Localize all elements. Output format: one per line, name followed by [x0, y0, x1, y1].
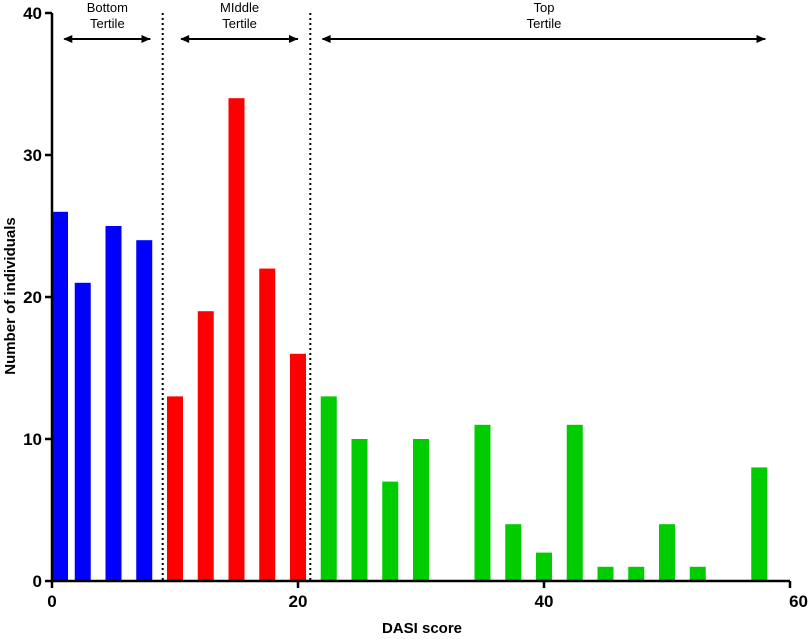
- bar-s1-3: [259, 268, 276, 581]
- tertile-label-line2-0: Tertile: [90, 16, 125, 31]
- tertile-label-line2-2: Tertile: [527, 16, 562, 31]
- y-tick-label-0: 0: [33, 572, 42, 591]
- bar-s2-0: [320, 396, 337, 581]
- tertile-label-line1-1: MIddle: [220, 0, 259, 15]
- bar-s0-0: [52, 211, 68, 582]
- bars-group: [52, 98, 768, 582]
- y-tick-label-1: 10: [23, 430, 42, 449]
- x-tick-label-2: 40: [535, 592, 554, 611]
- x-tick-label-1: 20: [289, 592, 308, 611]
- bar-s2-3: [413, 439, 429, 581]
- y-tick-label-3: 30: [23, 146, 42, 165]
- bar-s2-1: [351, 439, 368, 581]
- y-axis-title: Number of individuals: [2, 217, 19, 375]
- y-tick-label-4: 40: [23, 4, 42, 23]
- bar-s1-0: [167, 396, 183, 581]
- x-axis-title: DASI score: [382, 620, 462, 637]
- bar-s2-12: [689, 566, 706, 581]
- tertile-label-line1-0: Bottom: [87, 0, 128, 15]
- bar-s2-5: [474, 424, 491, 581]
- bar-s1-2: [228, 98, 245, 581]
- y-tick-label-2: 20: [23, 288, 42, 307]
- bar-s2-10: [628, 566, 645, 581]
- tertile-label-line2-1: Tertile: [222, 16, 257, 31]
- axes: [45, 11, 792, 588]
- bar-s2-2: [382, 481, 399, 581]
- bar-s2-6: [505, 524, 522, 581]
- bar-s0-3: [136, 240, 153, 581]
- bar-s2-8: [566, 424, 583, 581]
- bar-s0-1: [74, 282, 91, 581]
- x-tick-label-0: 0: [47, 592, 56, 611]
- bar-s1-4: [290, 353, 306, 581]
- x-tick-label-3: 60: [789, 592, 808, 611]
- bar-s2-11: [659, 524, 675, 581]
- bar-s2-7: [536, 552, 552, 581]
- tertile-label-line1-2: Top: [534, 0, 555, 15]
- tick-labels: 0 10 20 30 40 0 20 40 60: [23, 4, 808, 611]
- bar-s1-1: [197, 311, 214, 581]
- bar-s0-2: [105, 226, 122, 581]
- bar-s2-14: [751, 467, 768, 581]
- bar-s2-9: [597, 566, 614, 581]
